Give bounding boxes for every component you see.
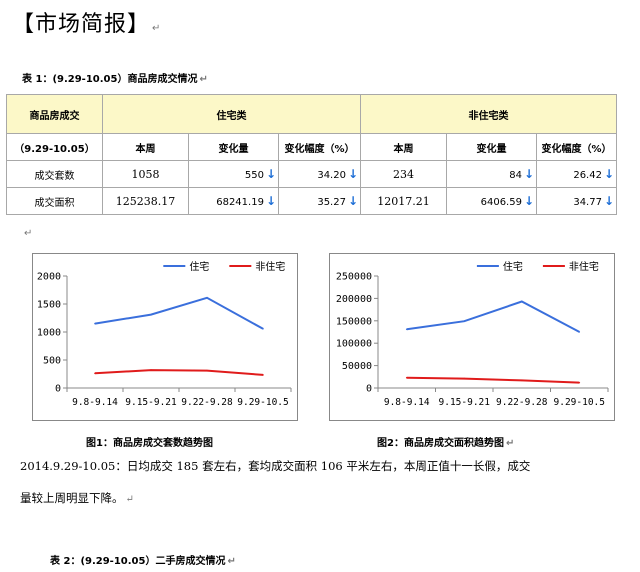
down-arrow-icon: ↓ — [265, 167, 276, 181]
legend-label: 住宅 — [503, 260, 523, 273]
y-tick-label: 1500 — [37, 300, 61, 311]
data-point — [94, 372, 96, 375]
y-tick-label: 100000 — [336, 339, 372, 350]
data-point — [578, 331, 581, 333]
y-tick-label: 0 — [55, 384, 61, 395]
x-tick-label: 9.8-9.14 — [384, 397, 430, 408]
header-cell-residential: 住宅类 — [101, 94, 362, 134]
data-point — [463, 320, 466, 323]
cell-res-pct: 34.20 ↓ — [277, 160, 362, 188]
y-tick-label: 0 — [366, 384, 372, 395]
chart-count-svg: 0 500 1000 1500 2000 9.8-9.14 9.15-9.21 9.22-9.… — [37, 260, 292, 408]
data-point — [405, 376, 408, 379]
down-arrow-icon: ↓ — [523, 167, 535, 181]
down-arrow-icon: ↓ — [347, 167, 359, 181]
summary-line-2: 量较上周明显下降。 ↵ — [20, 491, 134, 505]
y-tick-label: 2000 — [37, 272, 61, 283]
data-point — [94, 322, 96, 325]
data-point — [520, 300, 523, 303]
data-point — [206, 369, 208, 372]
header-cell-label: 商品房成交 — [6, 94, 103, 134]
down-arrow-icon: ↓ — [347, 194, 359, 208]
chart-count: 0 500 1000 1500 2000 9.8-9.14 9.15-9.21 9.22-9.… — [32, 253, 298, 421]
down-arrow-icon: ↓ — [265, 194, 276, 208]
paragraph-mark: ↵ — [24, 228, 33, 239]
data-point — [150, 369, 152, 371]
legend-label: 非住宅 — [569, 260, 599, 273]
table2-caption: 表 2：(9.29-10.05）二手房成交情况 ↵ — [50, 556, 236, 567]
table1-caption: 表 1：(9.29-10.05）商品房成交情况 ↵ — [22, 74, 208, 85]
table-row: 成交套数 1058 550 ↓ 34.20 ↓ 234 84 ↓ 26.42 ↓ — [6, 160, 618, 188]
x-tick-label: 9.29-10.5 — [554, 397, 605, 408]
header-cell-nr-week: 本周 — [360, 133, 448, 161]
summary-line-1: 2014.9.29-10.05：日均成交 185 套左右，套均成交面积 106 … — [20, 459, 531, 473]
x-tick-label: 9.22-9.28 — [181, 397, 233, 408]
series-line — [94, 296, 264, 330]
y-tick-label: 500 — [43, 356, 61, 367]
header-cell-nr-change: 变化量 — [446, 133, 538, 161]
cell-nr-pct: 26.42 ↓ — [536, 160, 618, 188]
legend-label: 非住宅 — [255, 260, 285, 273]
header-cell-res-pct: 变化幅度（%） — [277, 133, 362, 161]
y-tick-label: 250000 — [336, 272, 372, 283]
data-point — [150, 313, 152, 316]
cell-nr-week: 12017.21 — [360, 187, 448, 215]
data-point — [206, 297, 208, 299]
series-line — [406, 376, 580, 384]
cell-nr-change: 6406.59 ↓ — [446, 187, 538, 215]
data-point — [578, 381, 581, 384]
cell-res-change: 68241.19 ↓ — [188, 187, 279, 215]
page-title: 【市场简报】 ↵ — [12, 12, 162, 37]
data-point — [463, 377, 466, 380]
chart1-caption: 图1：商品房成交套数趋势图 — [86, 438, 213, 449]
table-header-row: 商品房成交 住宅类 非住宅类 — [6, 94, 618, 134]
legend-label: 住宅 — [189, 260, 209, 273]
row-label: 成交套数 — [6, 160, 103, 188]
cell-res-pct: 35.27 ↓ — [277, 187, 362, 215]
series-line — [94, 369, 264, 376]
down-arrow-icon: ↓ — [603, 167, 615, 181]
chart-area-svg: 0 50000 100000 150000 200000 250000 9.8-9.14 9.… — [336, 260, 609, 408]
header-cell-nr-pct: 变化幅度（%） — [536, 133, 618, 161]
chart2-caption: 图2：商品房成交面积趋势图 ↵ — [377, 438, 515, 449]
table-subheader-row: （9.29-10.05） 本周 变化量 变化幅度（%） 本周 变化量 变化幅度（… — [6, 133, 618, 161]
data-point — [405, 328, 408, 331]
x-tick-label: 9.15-9.21 — [125, 397, 177, 408]
data-point — [520, 379, 523, 382]
header-cell-res-week: 本周 — [102, 133, 189, 161]
data-point — [262, 327, 264, 330]
cell-nr-change: 84 ↓ — [446, 160, 538, 188]
header-cell-res-change: 变化量 — [188, 133, 279, 161]
header-cell-nonresidential: 非住宅类 — [360, 94, 618, 134]
cell-nr-pct: 34.77 ↓ — [536, 187, 618, 215]
table-row: 成交面积 125238.17 68241.19 ↓ 35.27 ↓ 12017.21… — [6, 187, 618, 215]
cell-nr-week: 234 — [360, 160, 448, 188]
data-point — [262, 374, 264, 376]
row-label: 成交面积 — [6, 187, 103, 215]
x-tick-label: 9.8-9.14 — [72, 397, 118, 408]
cell-res-change: 550 ↓ — [188, 160, 279, 188]
down-arrow-icon: ↓ — [523, 194, 535, 208]
y-tick-label: 50000 — [342, 361, 372, 372]
chart-area: 0 50000 100000 150000 200000 250000 9.8-9.14 9.… — [329, 253, 615, 421]
down-arrow-icon: ↓ — [603, 194, 615, 208]
x-tick-label: 9.29-10.5 — [237, 397, 288, 408]
header-cell-period: （9.29-10.05） — [6, 133, 103, 161]
y-tick-label: 1000 — [37, 328, 61, 339]
transaction-table: 商品房成交 住宅类 非住宅类 （9.29-10.05） 本周 变化量 变化幅度（… — [6, 94, 618, 215]
y-tick-label: 150000 — [336, 316, 372, 327]
cell-res-week: 125238.17 — [102, 187, 189, 215]
x-tick-label: 9.22-9.28 — [496, 397, 548, 408]
series-line — [406, 300, 580, 333]
x-tick-label: 9.15-9.21 — [439, 397, 491, 408]
cell-res-week: 1058 — [102, 160, 189, 188]
y-tick-label: 200000 — [336, 294, 372, 305]
